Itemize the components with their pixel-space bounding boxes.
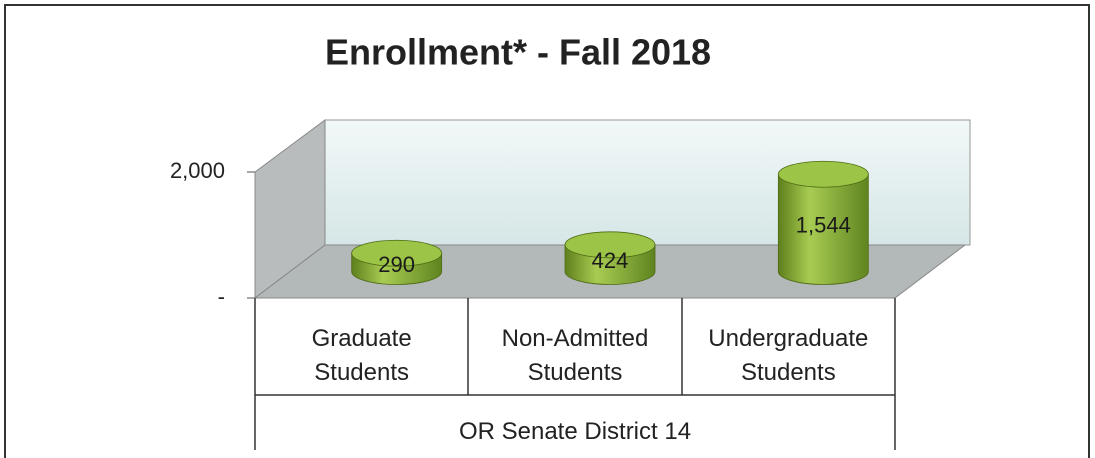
cylinder-top	[564, 231, 656, 259]
y-tick-label: -	[218, 284, 225, 309]
chart-title: Enrollment* - Fall 2018	[325, 32, 711, 73]
cylinder-top	[351, 239, 443, 267]
cylinder	[777, 173, 869, 285]
x-tick-label: Undergraduate Students	[708, 325, 869, 386]
back-wall	[324, 119, 971, 246]
y-tick-label: 2,000	[170, 158, 225, 183]
value-label: 290	[378, 252, 415, 277]
group-label: OR Senate District 14	[458, 418, 692, 445]
cylinder-top	[777, 160, 869, 188]
frame	[4, 4, 1090, 458]
value-label: 1,544	[796, 213, 851, 238]
x-tick-label: Non-Admitted Students	[501, 325, 649, 386]
value-label: 424	[592, 248, 629, 273]
category-dividers	[254, 298, 896, 450]
x-tick-label: Graduate Students	[311, 325, 412, 386]
